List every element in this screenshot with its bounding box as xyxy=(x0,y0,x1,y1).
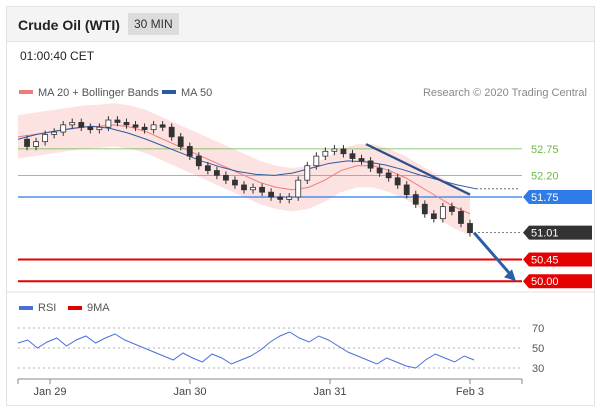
level-label-52.20: 52.20 xyxy=(531,170,559,182)
level-label-51.01: 51.01 xyxy=(531,228,559,240)
trend-line xyxy=(365,143,471,196)
bollinger-legend-swatch xyxy=(19,90,33,94)
ma9-legend-label: 9MA xyxy=(87,302,110,314)
forecast-arrow-head xyxy=(504,269,516,282)
candle-body xyxy=(394,177,401,186)
candle-body xyxy=(286,196,293,200)
level-tag-50.45 xyxy=(523,252,592,267)
candle-body xyxy=(132,124,139,128)
level-label-51.75: 51.75 xyxy=(531,192,559,204)
x-tick-label: Jan 30 xyxy=(173,386,206,398)
candle-body xyxy=(78,122,85,128)
level-tag-51.01 xyxy=(523,225,592,240)
moving-average-layer xyxy=(17,124,520,215)
level-label-50.00: 50.00 xyxy=(531,276,559,288)
candle-body xyxy=(33,141,39,147)
credit-text: Research © 2020 Trading Central xyxy=(423,87,587,99)
candle-body xyxy=(412,194,419,205)
candle-body xyxy=(304,165,311,181)
x-tick-label: Jan 31 xyxy=(313,386,346,398)
level-labels-layer: 52.75 52.20 51.75 51.01 50.45 50.00 xyxy=(523,144,592,289)
candle-body xyxy=(204,165,211,171)
instrument-title: Crude Oil (WTI) xyxy=(18,17,120,33)
forecast-arrow-shaft xyxy=(472,231,514,278)
level-label-50.45: 50.45 xyxy=(531,255,559,267)
candle-body xyxy=(168,126,175,138)
rsi-tick-50: 50 xyxy=(532,343,544,355)
interval-badge[interactable]: 30 MIN xyxy=(128,13,179,35)
bollinger-band xyxy=(18,103,470,236)
candle-body xyxy=(177,136,184,147)
candle-body xyxy=(232,179,238,186)
candlestick-layer xyxy=(24,116,473,237)
candle-body xyxy=(449,206,455,212)
candle-body xyxy=(42,134,49,143)
legend-layer: MA 20 + Bollinger Bands MA 50 Research © 2… xyxy=(7,87,594,293)
rsi-tick-70: 70 xyxy=(532,323,544,335)
candle-body xyxy=(24,138,30,147)
candle-body xyxy=(467,223,473,233)
candle-body xyxy=(331,148,338,152)
ma50-line xyxy=(17,125,477,190)
timestamp: 01:00:40 CET xyxy=(20,49,95,63)
ma50-legend-label: MA 50 xyxy=(181,87,212,99)
candle-body xyxy=(96,126,103,131)
candle-body xyxy=(105,119,112,128)
candle-body xyxy=(367,160,374,169)
chart-card: Crude Oil (WTI) 30 MIN 01:00:40 CET xyxy=(6,6,595,406)
candle-body xyxy=(213,170,220,176)
candle-body xyxy=(439,206,446,220)
candle-body xyxy=(241,184,247,191)
candle-body xyxy=(458,211,464,224)
x-axis-layer: Jan 29 Jan 30 Jan 31 Feb 3 xyxy=(17,378,523,398)
candle-body xyxy=(69,122,76,126)
candle-body xyxy=(313,155,320,167)
candle-body xyxy=(277,196,284,200)
candle-body xyxy=(322,150,329,157)
candle-body xyxy=(186,146,193,157)
bollinger-band-layer xyxy=(18,103,470,236)
candle-body xyxy=(123,122,130,126)
rsi-legend-label: RSI xyxy=(38,302,56,314)
candle-body xyxy=(250,186,256,191)
candle-body xyxy=(358,158,365,162)
candle-body xyxy=(60,124,67,133)
level-label-52.75: 52.75 xyxy=(531,144,559,156)
x-tick-label: Jan 29 xyxy=(33,386,66,398)
candle-body xyxy=(51,131,58,135)
candle-body xyxy=(223,174,229,181)
candle-body xyxy=(376,167,383,174)
bollinger-legend-label: MA 20 + Bollinger Bands xyxy=(38,87,159,99)
level-tag-50.00 xyxy=(523,274,592,289)
ma50-legend-swatch xyxy=(162,90,176,94)
rsi-tick-30: 30 xyxy=(532,363,544,375)
candle-body xyxy=(295,179,302,198)
candle-body xyxy=(421,203,428,215)
arrow-layer xyxy=(365,143,516,282)
chart-header: Crude Oil (WTI) 30 MIN xyxy=(7,7,594,42)
candle-body xyxy=(195,155,202,167)
level-tag-51.75 xyxy=(523,190,592,204)
rsi-panel-layer: RSI 9MA 70 50 30 xyxy=(17,302,544,375)
candle-body xyxy=(349,153,356,159)
candle-body xyxy=(159,124,166,128)
candle-body xyxy=(385,172,392,179)
candle-body xyxy=(259,186,265,193)
candle-body xyxy=(150,124,157,131)
candle-body xyxy=(268,191,275,198)
ma9-legend-swatch xyxy=(68,306,82,310)
candle-body xyxy=(114,119,121,123)
x-tick-label: Feb 3 xyxy=(456,386,484,398)
candle-body xyxy=(87,126,94,131)
candle-body xyxy=(430,213,437,220)
candle-body xyxy=(141,126,148,131)
rsi-legend-swatch xyxy=(19,306,33,310)
rsi-line xyxy=(17,331,475,369)
candle-body xyxy=(403,184,410,195)
candle-body xyxy=(340,148,347,155)
